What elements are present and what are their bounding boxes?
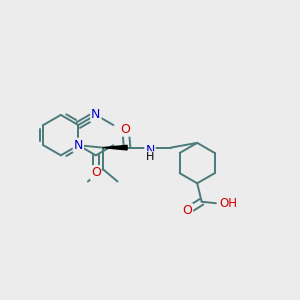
Text: O: O bbox=[91, 166, 101, 179]
Text: N: N bbox=[145, 144, 155, 157]
Text: O: O bbox=[182, 204, 192, 217]
Text: N: N bbox=[91, 108, 101, 122]
Polygon shape bbox=[103, 145, 127, 150]
Text: OH: OH bbox=[219, 197, 237, 210]
Text: H: H bbox=[146, 152, 154, 162]
Text: N: N bbox=[74, 139, 83, 152]
Text: O: O bbox=[121, 123, 130, 136]
